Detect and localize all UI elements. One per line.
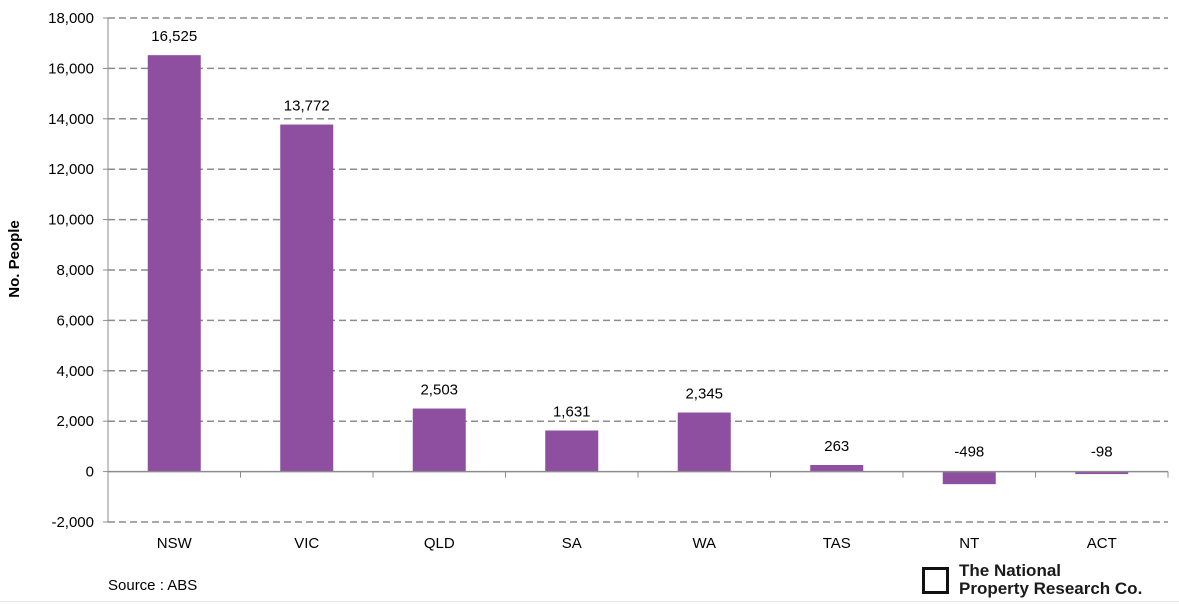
bar-act (1075, 471, 1129, 475)
footer-divider (0, 601, 1179, 602)
bar-nt (942, 471, 996, 485)
data-label-nsw: 16,525 (151, 28, 197, 45)
y-tick-label: 4,000 (56, 363, 94, 380)
axes (103, 17, 1169, 523)
y-tick-label: 12,000 (48, 161, 94, 178)
x-tick-label: NSW (157, 535, 193, 552)
data-label-act: -98 (1091, 444, 1113, 461)
bar-wa (677, 412, 731, 472)
y-tick-label: 6,000 (56, 312, 94, 329)
data-label-qld: 2,503 (420, 382, 458, 399)
x-tick-label: QLD (424, 535, 455, 552)
data-label-tas: 263 (824, 438, 849, 455)
logo-square-icon (922, 566, 949, 594)
data-label-sa: 1,631 (553, 403, 591, 420)
bar-nsw (147, 55, 201, 472)
y-tick-label: -2,000 (51, 514, 94, 531)
bar-sa (545, 430, 599, 472)
company-logo: The National Property Research Co. (922, 562, 1142, 598)
y-tick-label: 10,000 (48, 212, 94, 229)
data-label-vic: 13,772 (284, 98, 330, 115)
x-tick-labels: NSW VIC QLD SA WA TAS NT ACT (157, 535, 1117, 552)
x-tick-label: ACT (1087, 535, 1117, 552)
bar-qld (412, 408, 466, 472)
logo-text: The National Property Research Co. (959, 562, 1142, 598)
grid-lines (108, 17, 1168, 523)
logo-line-1: The National (959, 561, 1062, 580)
bar-tas (810, 464, 864, 472)
x-tick-label: VIC (294, 535, 319, 552)
y-tick-label: 14,000 (48, 111, 94, 128)
bars (147, 55, 1129, 485)
bar-vic (280, 124, 334, 472)
y-tick-label: 2,000 (56, 413, 94, 430)
data-label-nt: -498 (954, 444, 984, 461)
y-tick-label: 18,000 (48, 10, 94, 27)
y-tick-label: 16,000 (48, 60, 94, 77)
x-tick-label: SA (562, 535, 582, 552)
source-note: Source : ABS (108, 577, 198, 594)
data-label-wa: 2,345 (685, 386, 723, 403)
x-tick-label: NT (959, 535, 979, 552)
y-tick-label: 0 (86, 464, 94, 481)
data-labels: 16,525 13,772 2,503 1,631 2,345 263 -498 -98 (151, 28, 1112, 460)
logo-line-2: Property Research Co. (959, 579, 1143, 598)
y-tick-labels: -2,000 0 2,000 4,000 6,000 8,000 10,000 12,000 1… (48, 10, 94, 531)
x-tick-label: TAS (823, 535, 851, 552)
y-tick-label: 8,000 (56, 262, 94, 279)
y-axis-label: No. People (6, 220, 23, 298)
x-tick-label: WA (692, 535, 716, 552)
